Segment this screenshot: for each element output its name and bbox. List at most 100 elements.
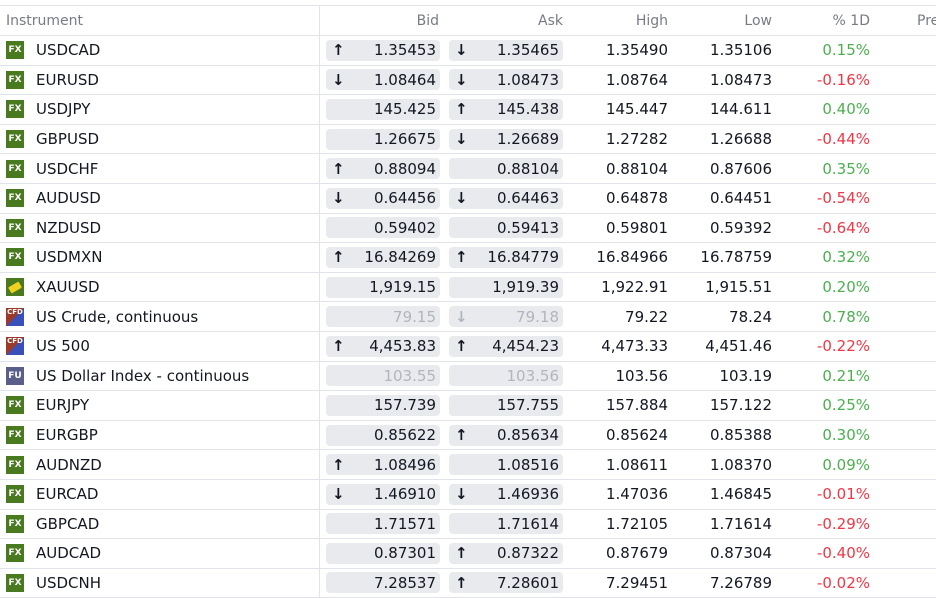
- instrument-name: EURJPY: [36, 396, 90, 415]
- bid-price-button[interactable]: 0.85622: [326, 424, 440, 446]
- instrument-cell[interactable]: FX NZDUSD: [0, 213, 320, 243]
- bid-price-button[interactable]: ↑ 1.08496: [326, 454, 440, 476]
- column-pre[interactable]: Pre: [917, 12, 936, 29]
- table-row[interactable]: FX GBPCAD 1.71571 1.71614 1.72105 1.71614 -0.2…: [0, 509, 936, 540]
- bid-price-button[interactable]: ↑ 0.88094: [326, 158, 440, 180]
- instrument-cell[interactable]: FX EURCAD: [0, 479, 320, 509]
- table-row[interactable]: FX EURJPY 157.739 157.755 157.884 157.122 0.25…: [0, 391, 936, 421]
- arrow-down-icon: ↓: [455, 485, 468, 504]
- bid-price-button[interactable]: 1.71571: [326, 513, 440, 535]
- instrument-cell[interactable]: FX GBPUSD: [0, 124, 320, 154]
- ask-price-button[interactable]: ↓ 1.46936: [449, 483, 563, 505]
- change-1d-value: -0.54%: [816, 189, 870, 208]
- instrument-cell[interactable]: FX USDCNH: [0, 568, 320, 598]
- ask-value: 0.59413: [496, 218, 559, 237]
- ask-price-button[interactable]: ↑ 0.87322: [449, 542, 563, 564]
- column-bid[interactable]: Bid: [416, 12, 439, 29]
- ask-price-button[interactable]: ↓ 1.08473: [449, 69, 563, 91]
- instrument-cell[interactable]: FX USDCAD: [0, 36, 320, 65]
- table-row[interactable]: FU US Dollar Index - continuous 103.55 103.…: [0, 361, 936, 392]
- table-row[interactable]: FX USDCAD ↑ 1.35453 ↓ 1.35465 1.35490 1.35106 0.…: [0, 36, 936, 66]
- low-value: 1.26688: [709, 130, 772, 149]
- bid-price-button[interactable]: 1.26675: [326, 128, 440, 150]
- instrument-cell[interactable]: XAUUSD: [0, 272, 320, 302]
- fx-icon: FX: [6, 218, 24, 237]
- instrument-name: GBPUSD: [36, 130, 100, 149]
- arrow-down-icon: ↓: [455, 130, 468, 149]
- instrument-cell[interactable]: FX EURGBP: [0, 420, 320, 450]
- table-row[interactable]: FX USDCHF ↑ 0.88094 0.88104 0.88104 0.87606 0.3…: [0, 154, 936, 184]
- ask-price-button[interactable]: ↑ 16.84779: [449, 246, 563, 268]
- bid-price-button[interactable]: ↑ 16.84269: [326, 246, 440, 268]
- table-row[interactable]: FX GBPUSD 1.26675 ↓ 1.26689 1.27282 1.26688 -0.…: [0, 124, 936, 155]
- bid-price-button[interactable]: ↓ 0.64456: [326, 187, 440, 209]
- ask-price-button[interactable]: ↓ 0.64463: [449, 187, 563, 209]
- ask-price-button[interactable]: 1,919.39: [449, 276, 563, 298]
- ask-price-button[interactable]: ↑ 0.85634: [449, 424, 563, 446]
- instrument-cell[interactable]: FX AUDUSD: [0, 183, 320, 213]
- ask-price-button[interactable]: ↓ 1.26689: [449, 128, 563, 150]
- instrument-cell[interactable]: FX USDCHF: [0, 154, 320, 183]
- ask-price-button[interactable]: 0.59413: [449, 217, 563, 239]
- change-1d-value: 0.25%: [822, 396, 870, 415]
- ask-price-button[interactable]: ↓ 1.35465: [449, 39, 563, 61]
- instrument-cell[interactable]: FU US Dollar Index - continuous: [0, 361, 320, 391]
- bid-price-button[interactable]: 1,919.15: [326, 276, 440, 298]
- table-row[interactable]: FX USDCNH 7.28537 ↑ 7.28601 7.29451 7.26789 -0.…: [0, 568, 936, 598]
- ask-price-button[interactable]: ↑ 7.28601: [449, 572, 563, 594]
- table-row[interactable]: FX EURUSD ↓ 1.08464 ↓ 1.08473 1.08764 1.08473 -0…: [0, 65, 936, 96]
- table-row[interactable]: CFD US 500 ↑ 4,453.83 ↑ 4,454.23 4,473.33 4,451…: [0, 331, 936, 362]
- bid-price-button[interactable]: 145.425: [326, 98, 440, 120]
- ask-price-button[interactable]: 103.56: [449, 365, 563, 387]
- table-row[interactable]: FX USDJPY 145.425 ↑ 145.438 145.447 144.611 0.4…: [0, 95, 936, 125]
- instrument-cell[interactable]: FX AUDCAD: [0, 539, 320, 568]
- instrument-cell[interactable]: FX EURJPY: [0, 391, 320, 420]
- ask-price-button[interactable]: 0.88104: [449, 158, 563, 180]
- bid-value: 0.64456: [373, 189, 436, 208]
- instrument-name: USDCAD: [36, 41, 101, 60]
- table-row[interactable]: FX EURCAD ↓ 1.46910 ↓ 1.46936 1.47036 1.46845 -0…: [0, 479, 936, 510]
- ask-price-button[interactable]: ↑ 4,454.23: [449, 335, 563, 357]
- table-row[interactable]: XAUUSD 1,919.15 1,919.39 1,922.91 1,915.51 0.…: [0, 272, 936, 303]
- ask-price-button[interactable]: 1.08516: [449, 454, 563, 476]
- instrument-cell[interactable]: FX GBPCAD: [0, 509, 320, 539]
- table-row[interactable]: CFD US Crude, continuous 79.15 ↓ 79.18 79.22 7…: [0, 302, 936, 332]
- bid-price-button[interactable]: ↑ 1.35453: [326, 39, 440, 61]
- bid-price-button[interactable]: 103.55: [326, 365, 440, 387]
- bid-price-button[interactable]: 0.59402: [326, 217, 440, 239]
- bid-price-button[interactable]: ↓ 1.46910: [326, 483, 440, 505]
- column-ask[interactable]: Ask: [538, 12, 563, 29]
- bid-price-button[interactable]: 79.15: [326, 306, 440, 328]
- change-1d-value: -0.22%: [816, 337, 870, 356]
- instrument-cell[interactable]: FX EURUSD: [0, 65, 320, 95]
- high-value: 0.87679: [605, 544, 668, 563]
- instrument-cell[interactable]: FX USDJPY: [0, 95, 320, 124]
- table-row[interactable]: FX AUDNZD ↑ 1.08496 1.08516 1.08611 1.08370 0.0…: [0, 450, 936, 480]
- bid-price-button[interactable]: 157.739: [326, 394, 440, 416]
- column-high[interactable]: High: [635, 12, 668, 29]
- table-row[interactable]: FX USDMXN ↑ 16.84269 ↑ 16.84779 16.84966 16.787…: [0, 243, 936, 273]
- bid-price-button[interactable]: 0.87301: [326, 542, 440, 564]
- column-low[interactable]: Low: [744, 12, 772, 29]
- table-row[interactable]: FX NZDUSD 0.59402 0.59413 0.59801 0.59392 -0.6…: [0, 213, 936, 244]
- bid-price-button[interactable]: ↓ 1.08464: [326, 69, 440, 91]
- ask-price-button[interactable]: ↓ 79.18: [449, 306, 563, 328]
- table-row[interactable]: FX AUDCAD 0.87301 ↑ 0.87322 0.87679 0.87304 -0.…: [0, 539, 936, 569]
- arrow-down-icon: ↓: [455, 41, 468, 60]
- instrument-cell[interactable]: FX USDMXN: [0, 243, 320, 272]
- column-change-1d[interactable]: % 1D: [832, 12, 870, 29]
- bid-value: 79.15: [393, 307, 436, 326]
- bid-price-button[interactable]: 7.28537: [326, 572, 440, 594]
- table-row[interactable]: FX AUDUSD ↓ 0.64456 ↓ 0.64463 0.64878 0.64451 -0…: [0, 183, 936, 214]
- table-row[interactable]: FX EURGBP 0.85622 ↑ 0.85634 0.85624 0.85388 0.3…: [0, 420, 936, 451]
- instrument-name: US Crude, continuous: [36, 307, 199, 326]
- ask-price-button[interactable]: 157.755: [449, 394, 563, 416]
- ask-value: 145.438: [496, 100, 559, 119]
- instrument-cell[interactable]: FX AUDNZD: [0, 450, 320, 479]
- instrument-cell[interactable]: CFD US Crude, continuous: [0, 302, 320, 331]
- column-instrument[interactable]: Instrument: [0, 6, 320, 35]
- bid-price-button[interactable]: ↑ 4,453.83: [326, 335, 440, 357]
- ask-price-button[interactable]: 1.71614: [449, 513, 563, 535]
- ask-price-button[interactable]: ↑ 145.438: [449, 98, 563, 120]
- instrument-cell[interactable]: CFD US 500: [0, 331, 320, 361]
